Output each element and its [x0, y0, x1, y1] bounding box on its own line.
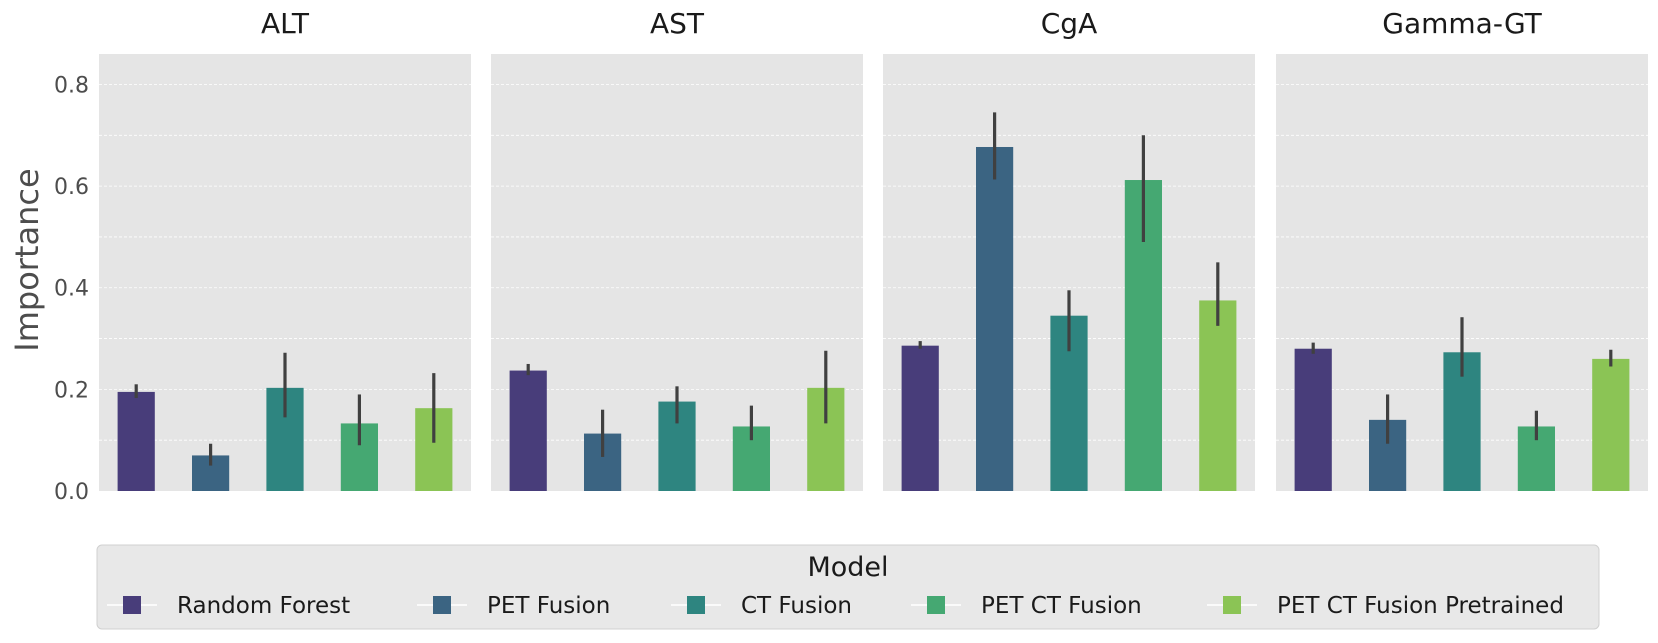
bar-pet-ct-fusion-pretrained: [1592, 358, 1630, 491]
legend-swatch: [123, 596, 141, 614]
legend-swatch: [1223, 596, 1241, 614]
y-tick-label: 0.0: [54, 480, 89, 505]
bar-random-forest: [1294, 348, 1332, 491]
legend-item-pet-fusion: PET Fusion: [417, 593, 610, 619]
legend-swatch: [927, 596, 945, 614]
legend-label: PET CT Fusion: [981, 593, 1142, 619]
panel-alt: ALT: [99, 7, 471, 491]
y-tick-label: 0.8: [54, 73, 89, 98]
panel-title: ALT: [261, 7, 310, 40]
panel-cga: CgA: [883, 7, 1255, 491]
legend-item-pet-ct-fusion: PET CT Fusion: [911, 593, 1142, 619]
y-tick-label: 0.6: [54, 175, 89, 200]
panel-title: Gamma-GT: [1382, 7, 1542, 40]
panel-title: CgA: [1041, 7, 1097, 40]
bar-random-forest: [509, 370, 547, 491]
panels-layer: 0.0 0.2 0.4 0.6 0.8 ALT AST CgA Gamma-GT: [54, 7, 1648, 505]
bar-random-forest: [117, 391, 155, 491]
legend-swatch: [433, 596, 451, 614]
y-axis-label: Importance: [8, 168, 46, 351]
bar-pet-fusion: [976, 146, 1014, 491]
panel-title: AST: [650, 7, 705, 40]
legend-title: Model: [807, 552, 888, 583]
panel-ast: AST: [491, 7, 863, 491]
bar-pet-ct-fusion-pretrained: [1199, 300, 1237, 491]
legend-label: Random Forest: [177, 593, 350, 619]
bar-random-forest: [901, 345, 939, 491]
legend-item-pet-ct-fusion-pretrained: PET CT Fusion Pretrained: [1207, 593, 1564, 619]
legend-swatch: [687, 596, 705, 614]
legend-label: CT Fusion: [741, 593, 852, 619]
legend-item-ct-fusion: CT Fusion: [671, 593, 852, 619]
legend: Model Random Forest PET Fusion CT Fusion PET…: [96, 544, 1600, 630]
legend-item-random-forest: Random Forest: [107, 593, 350, 619]
y-tick-label: 0.2: [54, 378, 89, 403]
legend-label: PET CT Fusion Pretrained: [1277, 593, 1564, 619]
y-tick-label: 0.4: [54, 277, 89, 302]
panel-gamma-gt: Gamma-GT: [1276, 7, 1648, 491]
legend-label: PET Fusion: [487, 593, 610, 619]
